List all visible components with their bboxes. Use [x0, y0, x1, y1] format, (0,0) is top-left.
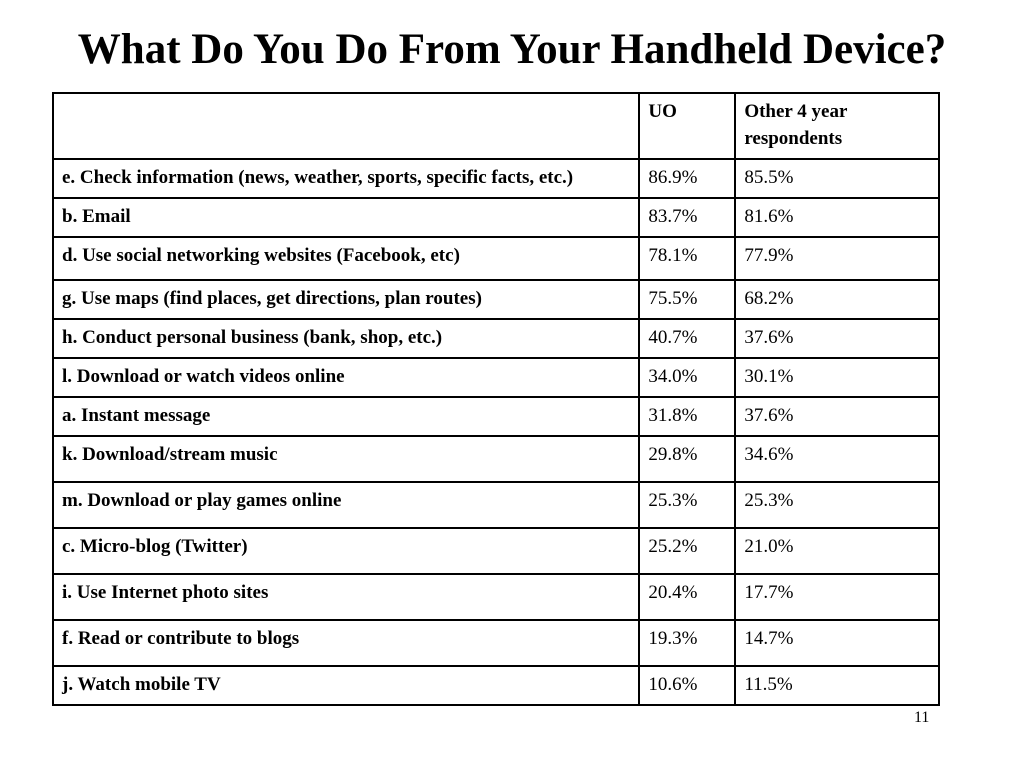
other-percent-cell: 37.6%	[734, 318, 940, 359]
uo-percent-cell: 20.4%	[638, 573, 737, 621]
uo-percent-cell: 29.8%	[638, 435, 737, 483]
activity-cell: d. Use social networking websites (Faceb…	[51, 236, 641, 281]
activity-cell: m. Download or play games online	[51, 481, 641, 529]
uo-percent-cell: 78.1%	[638, 236, 737, 281]
uo-percent-cell: 40.7%	[638, 318, 737, 359]
table-row: i. Use Internet photo sites 20.4% 17.7%	[51, 573, 940, 621]
table-row: j. Watch mobile TV 10.6% 11.5%	[51, 665, 940, 706]
activity-cell: l. Download or watch videos online	[51, 357, 641, 398]
activity-cell: h. Conduct personal business (bank, shop…	[51, 318, 641, 359]
other-percent-cell: 37.6%	[734, 396, 940, 437]
table-row: g. Use maps (find places, get directions…	[51, 279, 940, 320]
uo-percent-cell: 25.2%	[638, 527, 737, 575]
other-percent-cell: 25.3%	[734, 481, 940, 529]
uo-percent-cell: 10.6%	[638, 665, 737, 706]
header-uo-cell: UO	[638, 92, 737, 160]
table-row: c. Micro-blog (Twitter) 25.2% 21.0%	[51, 527, 940, 575]
uo-percent-cell: 83.7%	[638, 197, 737, 238]
slide-title: What Do You Do From Your Handheld Device…	[77, 26, 947, 73]
other-percent-cell: 81.6%	[734, 197, 940, 238]
other-percent-cell: 34.6%	[734, 435, 940, 483]
table-row: d. Use social networking websites (Faceb…	[51, 236, 940, 281]
table-header-row: UO Other 4 year respondents	[51, 92, 940, 160]
activity-cell: a. Instant message	[51, 396, 641, 437]
other-percent-cell: 14.7%	[734, 619, 940, 667]
table-row: l. Download or watch videos online 34.0% 3…	[51, 357, 940, 398]
table-row: e. Check information (news, weather, spo…	[51, 158, 940, 199]
table-row: f. Read or contribute to blogs 19.3% 14.7%	[51, 619, 940, 667]
activity-cell: e. Check information (news, weather, spo…	[51, 158, 641, 199]
activity-table: UO Other 4 year respondents e. Check inf…	[51, 92, 940, 706]
activity-cell: b. Email	[51, 197, 641, 238]
activity-cell: c. Micro-blog (Twitter)	[51, 527, 641, 575]
activity-cell: f. Read or contribute to blogs	[51, 619, 641, 667]
slide-number: 11	[914, 709, 930, 726]
other-percent-cell: 85.5%	[734, 158, 940, 199]
table-row: a. Instant message 31.8% 37.6%	[51, 396, 940, 437]
activity-cell: j. Watch mobile TV	[51, 665, 641, 706]
other-percent-cell: 17.7%	[734, 573, 940, 621]
header-other-cell: Other 4 year respondents	[734, 92, 940, 160]
activity-cell: k. Download/stream music	[51, 435, 641, 483]
other-percent-cell: 77.9%	[734, 236, 940, 281]
header-activity-cell	[51, 92, 641, 160]
table-row: k. Download/stream music 29.8% 34.6%	[51, 435, 940, 483]
uo-percent-cell: 34.0%	[638, 357, 737, 398]
table-body: UO Other 4 year respondents e. Check inf…	[51, 92, 940, 706]
activity-cell: g. Use maps (find places, get directions…	[51, 279, 641, 320]
other-percent-cell: 30.1%	[734, 357, 940, 398]
other-percent-cell: 68.2%	[734, 279, 940, 320]
table-row: b. Email 83.7% 81.6%	[51, 197, 940, 238]
table-row: h. Conduct personal business (bank, shop…	[51, 318, 940, 359]
other-percent-cell: 21.0%	[734, 527, 940, 575]
other-percent-cell: 11.5%	[734, 665, 940, 706]
uo-percent-cell: 86.9%	[638, 158, 737, 199]
uo-percent-cell: 75.5%	[638, 279, 737, 320]
uo-percent-cell: 19.3%	[638, 619, 737, 667]
table-row: m. Download or play games online 25.3% 25.…	[51, 481, 940, 529]
uo-percent-cell: 25.3%	[638, 481, 737, 529]
activity-cell: i. Use Internet photo sites	[51, 573, 641, 621]
uo-percent-cell: 31.8%	[638, 396, 737, 437]
